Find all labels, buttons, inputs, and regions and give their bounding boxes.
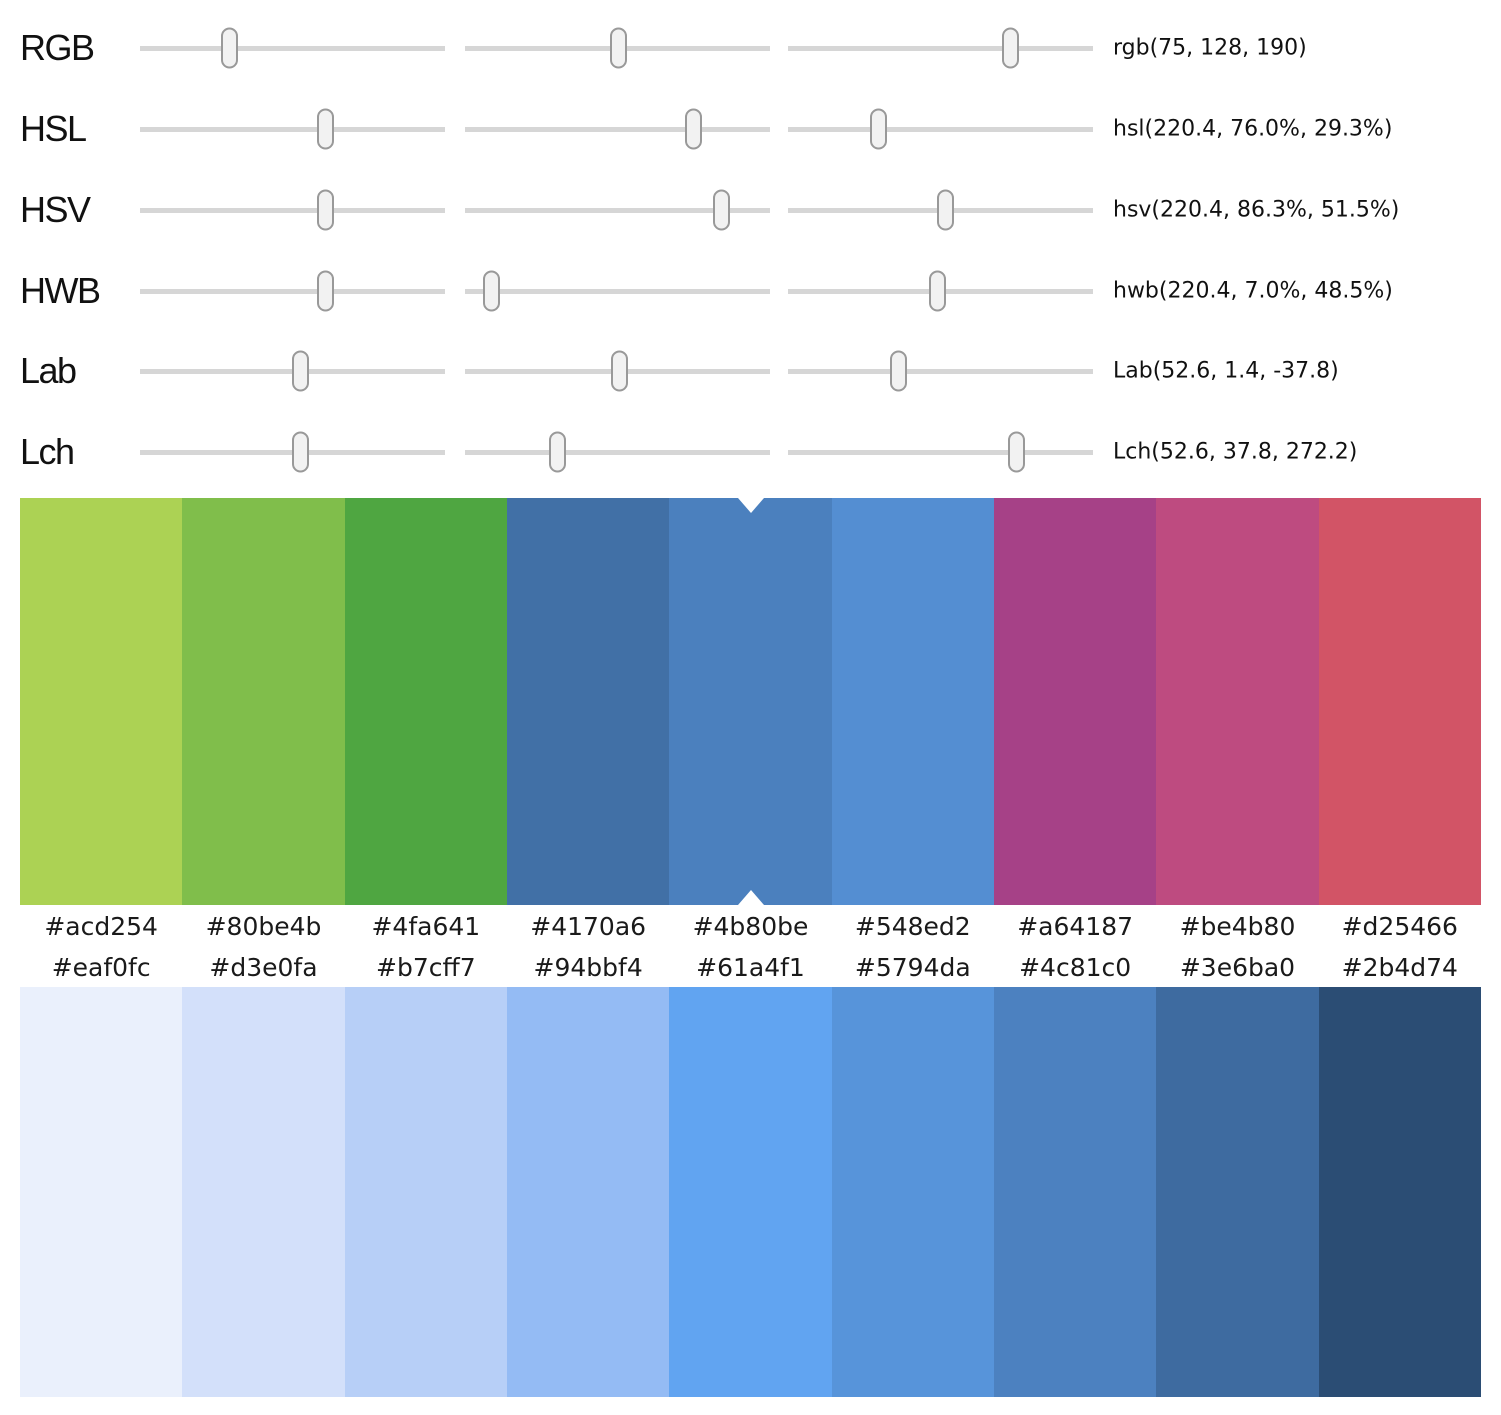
slider-thumb[interactable] xyxy=(684,108,702,150)
slider-track[interactable] xyxy=(465,431,770,473)
slider-track[interactable] xyxy=(140,270,445,312)
slider-thumb[interactable] xyxy=(712,189,730,231)
hex-label: #5794da xyxy=(854,952,971,982)
tone-swatch[interactable] xyxy=(344,987,507,1397)
hue-swatch[interactable] xyxy=(506,498,670,905)
slider-thumb[interactable] xyxy=(291,431,309,473)
slider-thumb[interactable] xyxy=(221,27,239,69)
slider-row: Lch Lch(52.6, 37.8, 272.2) xyxy=(0,412,1501,492)
slider-thumb[interactable] xyxy=(291,350,309,392)
colorspace-label: Lch xyxy=(20,431,75,472)
tone-swatch[interactable] xyxy=(1318,987,1481,1397)
hue-hex-labels: #acd254 #80be4b #4fa641 #4170a6 #4b80be #548e… xyxy=(20,905,1481,947)
slider-track[interactable] xyxy=(788,270,1093,312)
tone-swatch[interactable] xyxy=(1156,987,1319,1397)
slider-thumb[interactable] xyxy=(609,27,627,69)
slider-track[interactable] xyxy=(140,431,445,473)
slider-thumb[interactable] xyxy=(610,350,628,392)
slider-track[interactable] xyxy=(140,27,445,69)
colorspace-label: Lab xyxy=(20,350,77,391)
hex-label: #eaf0fc xyxy=(51,952,151,982)
tone-swatch[interactable] xyxy=(669,987,832,1397)
slider-thumb[interactable] xyxy=(1002,27,1020,69)
slider-track[interactable] xyxy=(465,189,770,231)
slider-thumb[interactable] xyxy=(890,350,908,392)
slider-track[interactable] xyxy=(788,27,1093,69)
hex-label: #4b80be xyxy=(692,911,809,941)
tone-swatch[interactable] xyxy=(182,987,345,1397)
colorspace-label: HSL xyxy=(20,108,87,149)
tone-swatch[interactable] xyxy=(20,987,183,1397)
tone-swatch[interactable] xyxy=(993,987,1157,1397)
slider-row: HWB hwb(220.4, 7.0%, 48.5%) xyxy=(0,251,1501,331)
slider-row: HSV hsv(220.4, 86.3%, 51.5%) xyxy=(0,170,1501,250)
hue-swatch[interactable] xyxy=(344,498,507,905)
hue-swatch[interactable] xyxy=(669,498,832,905)
colorspace-label: RGB xyxy=(20,27,95,68)
hex-label: #80be4b xyxy=(205,911,322,941)
colorspace-label: HSV xyxy=(20,189,91,230)
slider-row: HSL hsl(220.4, 76.0%, 29.3%) xyxy=(0,89,1501,169)
hex-label: #94bbf4 xyxy=(533,952,643,982)
hex-label: #be4b80 xyxy=(1179,911,1296,941)
slider-track[interactable] xyxy=(140,189,445,231)
slider-thumb[interactable] xyxy=(869,108,887,150)
hue-swatch[interactable] xyxy=(20,498,183,905)
tone-palette xyxy=(20,987,1481,1397)
tone-swatch[interactable] xyxy=(506,987,670,1397)
slider-row: RGB rgb(75, 128, 190) xyxy=(0,8,1501,88)
hex-label: #4fa641 xyxy=(371,911,481,941)
slider-thumb[interactable] xyxy=(316,108,334,150)
slider-track[interactable] xyxy=(465,350,770,392)
hue-swatch[interactable] xyxy=(182,498,345,905)
slider-track[interactable] xyxy=(788,108,1093,150)
slider-thumb[interactable] xyxy=(316,270,334,312)
hex-label: #4170a6 xyxy=(530,911,647,941)
slider-track[interactable] xyxy=(140,108,445,150)
hue-swatch[interactable] xyxy=(1318,498,1481,905)
slider-track[interactable] xyxy=(788,189,1093,231)
slider-track[interactable] xyxy=(140,350,445,392)
hex-label: #acd254 xyxy=(44,911,158,941)
tone-hex-labels: #eaf0fc #d3e0fa #b7cff7 #94bbf4 #61a4f1 #5794… xyxy=(20,947,1481,987)
slider-thumb[interactable] xyxy=(316,189,334,231)
hue-swatch[interactable] xyxy=(831,498,994,905)
hex-label: #4c81c0 xyxy=(1019,952,1132,982)
slider-track[interactable] xyxy=(788,350,1093,392)
hex-label: #d3e0fa xyxy=(209,952,318,982)
slider-thumb[interactable] xyxy=(1007,431,1025,473)
slider-track[interactable] xyxy=(465,270,770,312)
slider-track[interactable] xyxy=(465,108,770,150)
hex-label: #b7cff7 xyxy=(376,952,476,982)
colorspace-label: HWB xyxy=(20,270,101,311)
slider-track[interactable] xyxy=(465,27,770,69)
hex-label: #548ed2 xyxy=(854,911,971,941)
hex-label: #2b4d74 xyxy=(1341,952,1458,982)
color-value-label: Lch(52.6, 37.8, 272.2) xyxy=(1113,439,1358,465)
color-value-label: Lab(52.6, 1.4, -37.8) xyxy=(1113,358,1339,384)
color-value-label: hsl(220.4, 76.0%, 29.3%) xyxy=(1113,116,1393,142)
color-value-label: rgb(75, 128, 190) xyxy=(1113,35,1307,61)
slider-thumb[interactable] xyxy=(928,270,946,312)
hue-palette xyxy=(20,498,1481,905)
slider-track[interactable] xyxy=(788,431,1093,473)
hex-label: #a64187 xyxy=(1017,911,1134,941)
hex-label: #3e6ba0 xyxy=(1179,952,1296,982)
hex-label: #d25466 xyxy=(1341,911,1458,941)
slider-thumb[interactable] xyxy=(937,189,955,231)
tone-swatch[interactable] xyxy=(831,987,994,1397)
color-value-label: hwb(220.4, 7.0%, 48.5%) xyxy=(1113,278,1393,304)
slider-thumb[interactable] xyxy=(483,270,501,312)
hue-swatch[interactable] xyxy=(993,498,1157,905)
slider-thumb[interactable] xyxy=(548,431,566,473)
color-value-label: hsv(220.4, 86.3%, 51.5%) xyxy=(1113,197,1400,223)
hex-label: #61a4f1 xyxy=(696,952,805,982)
slider-row: Lab Lab(52.6, 1.4, -37.8) xyxy=(0,331,1501,411)
hue-swatch[interactable] xyxy=(1156,498,1319,905)
